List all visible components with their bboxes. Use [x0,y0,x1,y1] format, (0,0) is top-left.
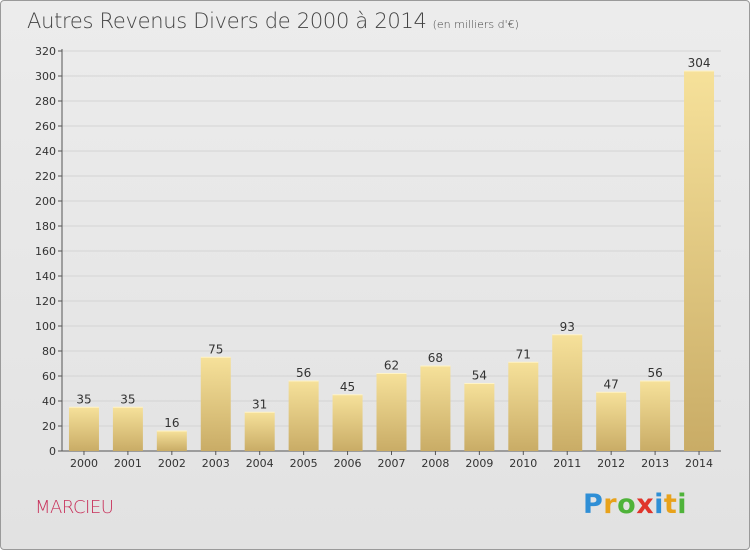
y-tick-label: 140 [35,270,56,283]
x-tick-label-2004: 2004 [246,457,274,470]
y-tick-label: 300 [35,70,56,83]
x-tick-label-2005: 2005 [290,457,318,470]
x-tick-label-2011: 2011 [553,457,581,470]
logo-letter: r [603,489,618,520]
y-tick-label: 100 [35,320,56,333]
bar-2011 [552,334,583,451]
bar-2002 [156,431,187,451]
bar-2007 [376,373,407,451]
x-tick-label-2002: 2002 [158,457,186,470]
bar-2000 [68,407,99,451]
y-tick-label: 80 [42,345,56,358]
town-name: MARCIEU [35,497,114,518]
bar-2003 [200,357,231,451]
bar-2005 [288,381,319,451]
value-label-2014: 304 [688,56,711,70]
y-tick-label: 180 [35,220,56,233]
logo-letter: t [663,489,678,520]
y-tick-label: 320 [35,45,56,58]
logo-letter: P [583,489,604,520]
y-tick-label: 200 [35,195,56,208]
bar-2012 [596,392,627,451]
value-label-2012: 47 [604,377,619,391]
y-tick-label: 220 [35,170,56,183]
logo-letter: i [654,489,664,520]
y-tick-label: 60 [42,370,56,383]
bar-2010 [508,362,539,451]
value-label-2009: 54 [472,369,487,383]
value-label-2001: 35 [120,392,135,406]
x-tick-label-2007: 2007 [378,457,406,470]
bar-2008 [420,366,451,451]
value-label-2004: 31 [252,397,267,411]
bar-2006 [332,394,363,451]
chart-title-text: Autres Revenus Divers de 2000 à 2014 [27,9,427,33]
value-label-2002: 16 [164,416,179,430]
bar-2013 [640,381,671,451]
x-tick-label-2014: 2014 [685,457,713,470]
x-tick-label-2009: 2009 [465,457,493,470]
value-label-2003: 75 [208,342,223,356]
chart-unit: (en milliers d'€) [432,18,519,31]
value-label-2000: 35 [76,392,91,406]
y-tick-label: 120 [35,295,56,308]
y-tick-label: 40 [42,395,56,408]
y-tick-label: 240 [35,145,56,158]
x-tick-label-2006: 2006 [334,457,362,470]
proxiti-logo: Proxiti [583,489,687,520]
logo-letter: o [617,489,637,520]
value-label-2007: 62 [384,359,399,373]
x-tick-label-2012: 2012 [597,457,625,470]
y-tick-label: 280 [35,95,56,108]
value-label-2008: 68 [428,351,443,365]
value-label-2013: 56 [647,366,662,380]
bar-2009 [464,383,495,451]
x-tick-label-2001: 2001 [114,457,142,470]
y-tick-label: 160 [35,245,56,258]
y-tick-label: 20 [42,420,56,433]
value-label-2011: 93 [560,320,575,334]
chart-title: Autres Revenus Divers de 2000 à 2014 (en … [27,9,519,33]
value-label-2010: 71 [516,347,531,361]
logo-letter: i [677,489,688,520]
x-tick-label-2010: 2010 [509,457,537,470]
y-tick-label: 260 [35,120,56,133]
x-tick-label-2000: 2000 [70,457,98,470]
bar-2014 [684,71,715,451]
x-tick-label-2013: 2013 [641,457,669,470]
x-tick-label-2008: 2008 [421,457,449,470]
labels: 0 20 40 60 80 100 120 140 160 180 200 220 240 260 280 3… [35,45,713,470]
bar-2001 [112,407,143,451]
value-label-2006: 45 [340,380,355,394]
x-tick-label-2003: 2003 [202,457,230,470]
bar-2004 [244,412,275,451]
value-label-2005: 56 [296,366,311,380]
y-tick-label: 0 [49,445,56,458]
logo-letter: x [636,489,655,520]
bars [68,70,715,451]
